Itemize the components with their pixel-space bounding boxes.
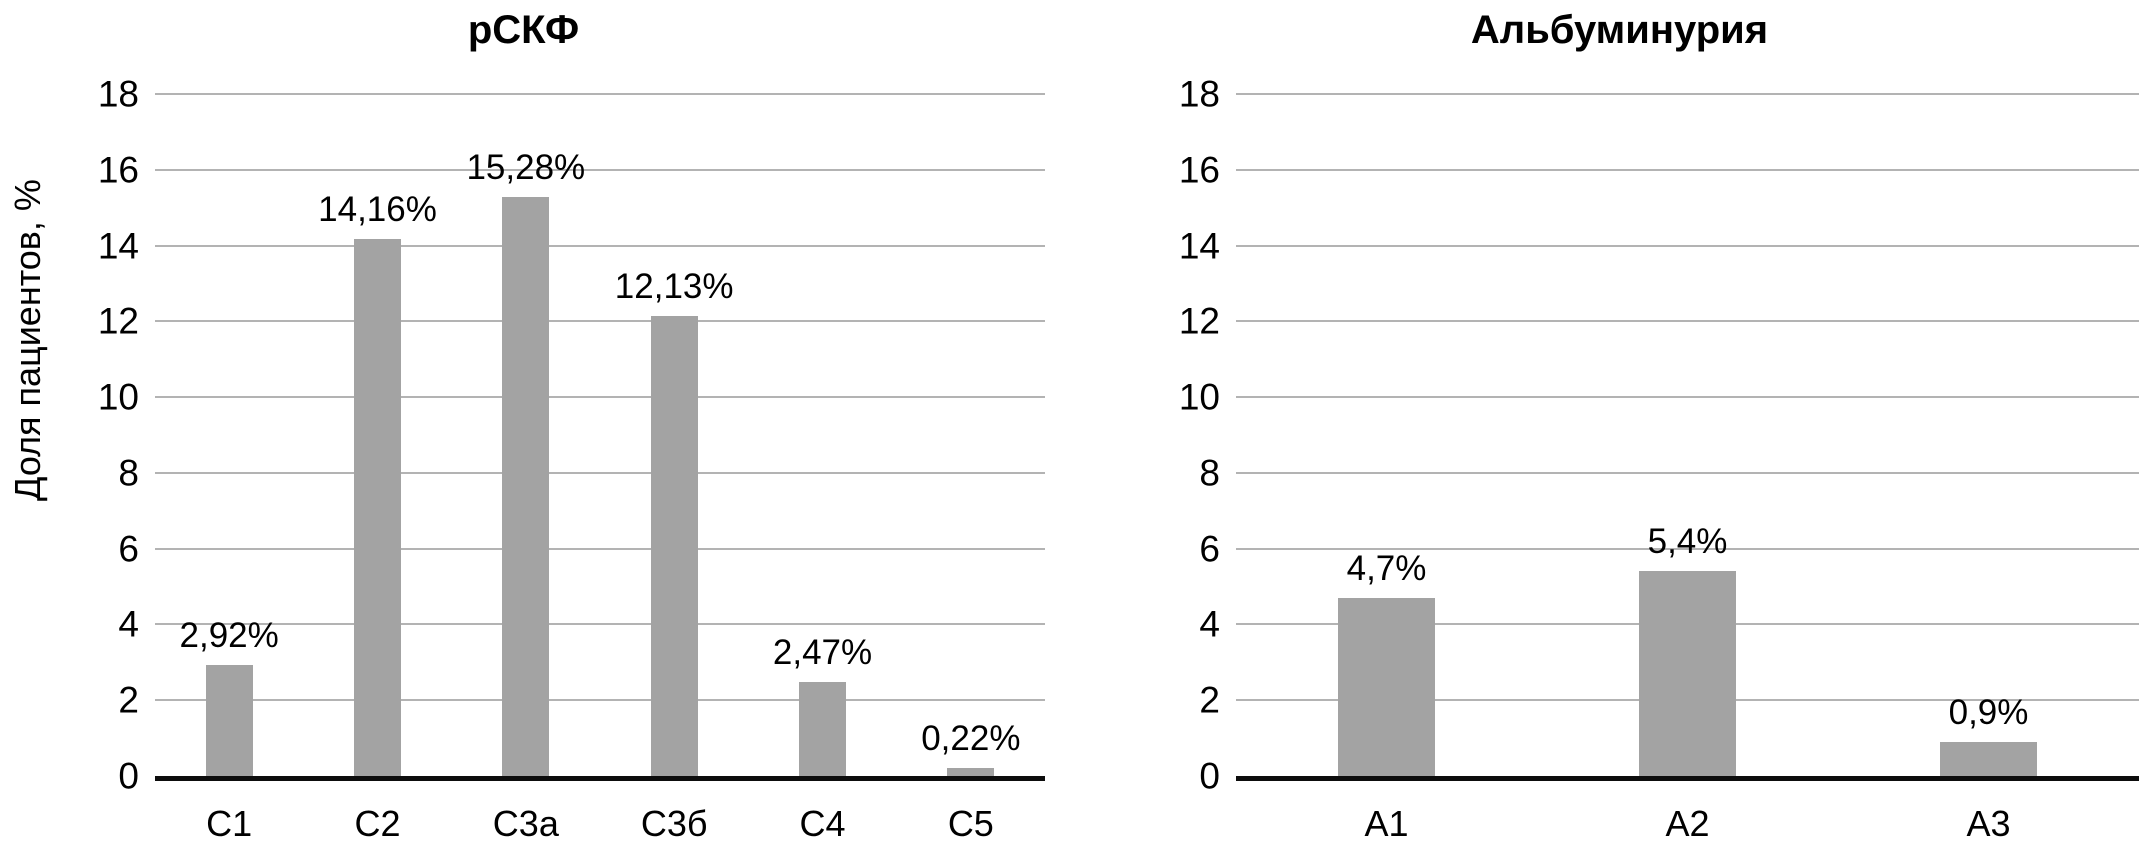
gridline-y4: [155, 623, 1045, 626]
x-category-label-А3: А3: [1966, 803, 2011, 844]
y-tick-label-18: 18: [1178, 73, 1220, 115]
bar-value-label-С3а: 15,28%: [466, 148, 586, 187]
x-category-label-А1: А1: [1364, 803, 1409, 844]
bar-С4: [799, 682, 846, 776]
gridline-y14: [1236, 244, 2139, 247]
bar-value-label-С3б: 12,13%: [614, 267, 734, 306]
gridline-y18: [1236, 93, 2139, 95]
bar-С3б: [651, 316, 698, 776]
x-category-label-А2: А2: [1665, 803, 1710, 844]
y-tick-label-16: 16: [1178, 149, 1220, 191]
y-tick-label-4: 4: [1199, 603, 1220, 645]
plot-area-albuminuria: 4,7% 5,4% 0,9%: [1236, 93, 2139, 781]
bar-А3: [1940, 742, 2037, 776]
y-tick-label-12: 12: [97, 300, 139, 342]
bar-value-label-С2: 14,16%: [318, 190, 437, 229]
bar-value-label-С4: 2,47%: [772, 633, 873, 672]
gridline-y8: [1236, 471, 2139, 474]
y-tick-label-10: 10: [1178, 376, 1220, 418]
gridline-y6: [1236, 547, 2139, 550]
gridline-y16: [155, 168, 1045, 171]
gridline-y12: [155, 320, 1045, 323]
gridline-y8: [155, 471, 1045, 474]
chart-title-albuminuria: Альбуминурия: [1470, 8, 1769, 52]
y-tick-label-6: 6: [118, 528, 139, 570]
bar-А1: [1338, 598, 1435, 776]
y-tick-label-6: 6: [1199, 528, 1220, 570]
y-tick-label-14: 14: [1178, 225, 1220, 267]
y-tick-label-8: 8: [118, 452, 139, 494]
y-axis-title: Доля пациентов, %: [7, 179, 48, 501]
bar-value-label-С5: 0,22%: [921, 719, 1021, 758]
bar-value-label-С1: 2,92%: [179, 616, 279, 655]
bar-С3а: [502, 197, 549, 776]
chart-albuminuria: Альбуминурия 4,7% 5,4% 0,9% 0 2 4 6 8 10 12 14 16 1…: [1100, 0, 2139, 852]
x-category-label-С2: С2: [354, 803, 401, 844]
bar-С2: [354, 239, 401, 776]
gridline-y18: [155, 93, 1045, 95]
y-tick-label-2: 2: [118, 679, 139, 721]
chart-egfr: рСКФ Доля пациентов, % 2,92% 14,16% 15,28%…: [0, 0, 1047, 852]
gridline-y10: [1236, 396, 2139, 399]
y-tick-label-10: 10: [97, 376, 139, 418]
gridline-y10: [155, 396, 1045, 399]
x-category-label-С3б: С3б: [640, 803, 708, 844]
y-tick-label-0: 0: [1199, 755, 1220, 797]
y-tick-label-16: 16: [97, 149, 139, 191]
y-tick-label-14: 14: [97, 225, 139, 267]
y-tick-label-4: 4: [118, 603, 139, 645]
y-tick-label-2: 2: [1199, 679, 1220, 721]
x-axis-line: [1236, 776, 2139, 781]
bar-С1: [206, 665, 253, 776]
gridline-y6: [155, 547, 1045, 550]
y-tick-label-0: 0: [118, 755, 139, 797]
x-category-label-С1: С1: [206, 803, 253, 844]
y-tick-label-12: 12: [1178, 300, 1220, 342]
bar-value-label-А1: 4,7%: [1346, 549, 1427, 588]
bar-value-label-А3: 0,9%: [1948, 693, 2029, 732]
plot-area-egfr: 2,92% 14,16% 15,28% 12,13% 2,47% 0,22%: [155, 93, 1045, 781]
bar-С5: [947, 768, 994, 776]
bar-value-label-А2: 5,4%: [1647, 522, 1728, 561]
x-axis-line: [155, 776, 1045, 781]
x-category-label-С4: С4: [799, 803, 846, 844]
chart-title-egfr: рСКФ: [467, 8, 580, 52]
gridline-y12: [1236, 320, 2139, 323]
bar-А2: [1639, 571, 1736, 776]
gridline-y14: [155, 244, 1045, 247]
y-tick-label-18: 18: [97, 73, 139, 115]
y-tick-label-8: 8: [1199, 452, 1220, 494]
gridline-y16: [1236, 168, 2139, 171]
x-category-label-С3а: С3а: [492, 803, 559, 844]
gridline-y2: [155, 699, 1045, 702]
x-category-label-С5: С5: [947, 803, 994, 844]
